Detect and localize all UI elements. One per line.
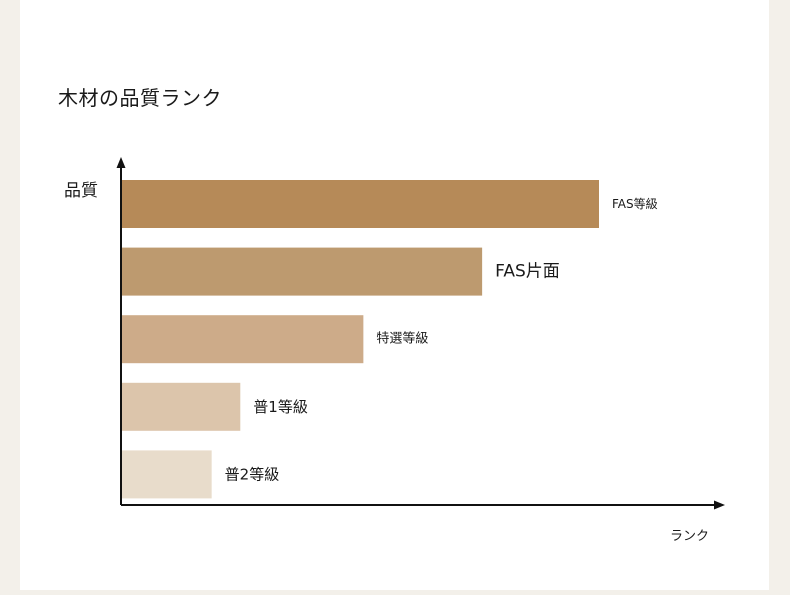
y-axis-label: 品質: [64, 181, 98, 201]
bar-label-3: 特選等級: [376, 331, 428, 347]
bar-label-1: FAS等級: [612, 197, 658, 211]
bar-3: [122, 315, 364, 364]
bar-label-4: 普1等級: [253, 398, 308, 416]
x-axis-label: ランク: [670, 529, 709, 544]
y-axis-arrow-icon: [116, 157, 126, 168]
bar-4: [122, 382, 241, 431]
chart-title: 木材の品質ランク: [58, 86, 222, 110]
bar-1: [122, 180, 599, 228]
bar-label-2: FAS片面: [495, 262, 560, 282]
bar-label-5: 普2等級: [225, 465, 280, 483]
x-axis-arrow-icon: [714, 500, 725, 510]
bar-2: [122, 247, 483, 296]
bar-5: [122, 450, 212, 499]
